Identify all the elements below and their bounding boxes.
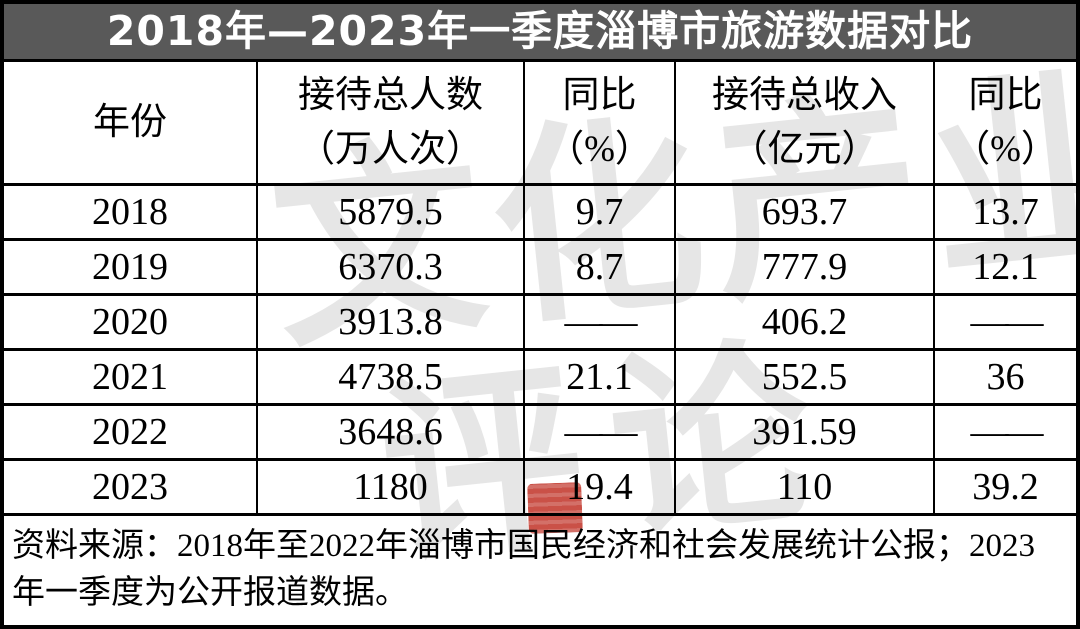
cell-revenue-yoy: 39.2 [933,458,1076,516]
header-visitors-line2: （万人次） [298,128,483,170]
header-revenue-yoy: 同比 （%） [933,62,1076,186]
cell-revenue-yoy: —— [933,293,1076,351]
cell-visitors: 3913.8 [256,293,525,351]
header-revenue-yoy-line1: 同比 [968,74,1043,116]
header-revenue-line1: 接待总收入 [712,74,897,116]
table-row-2023: 2023 1180 19.4 110 39.2 [4,458,1076,516]
cell-revenue: 777.9 [674,238,935,296]
header-visitors: 接待总人数 （万人次） [256,62,525,186]
table-row-2021: 2021 4738.5 21.1 552.5 36 [4,348,1076,406]
table-row-2022: 2022 3648.6 —— 391.59 —— [4,403,1076,461]
cell-year: 2020 [4,293,258,351]
cell-visitors: 3648.6 [256,403,525,461]
cell-visitors: 4738.5 [256,348,525,406]
header-revenue: 接待总收入 （亿元） [674,62,935,186]
cell-revenue-yoy: 36 [933,348,1076,406]
cell-revenue: 406.2 [674,293,935,351]
cell-year: 2022 [4,403,258,461]
header-visitors-line1: 接待总人数 [298,74,483,116]
cell-revenue: 391.59 [674,403,935,461]
table-row-2019: 2019 6370.3 8.7 777.9 12.1 [4,238,1076,296]
header-revenue-line2: （亿元） [730,128,879,170]
cell-revenue-yoy: —— [933,403,1076,461]
cell-year: 2021 [4,348,258,406]
cell-visitors: 1180 [256,458,525,516]
cell-visitors-yoy: 8.7 [523,238,676,296]
header-row: 年份 接待总人数 （万人次） 同比 （%） 接待总收入 （亿元） 同比 [4,62,1076,186]
table-content: 2018年—2023年一季度淄博市旅游数据对比 年份 接待总人数 （万人次） 同 [4,4,1076,625]
table-title: 2018年—2023年一季度淄博市旅游数据对比 [4,4,1076,62]
table-row-2018: 2018 5879.5 9.7 693.7 13.7 [4,183,1076,241]
cell-visitors-yoy: —— [523,403,676,461]
header-visitors-yoy: 同比 （%） [523,62,676,186]
cell-revenue-yoy: 13.7 [933,183,1076,241]
cell-visitors-yoy: 9.7 [523,183,676,241]
header-revenue-yoy-line2: （%） [953,128,1058,170]
cell-revenue: 552.5 [674,348,935,406]
source-note: 资料来源：2018年至2022年淄博市国民经济和社会发展统计公报；2023年一季… [12,528,1035,611]
cell-visitors: 6370.3 [256,238,525,296]
cell-revenue: 110 [674,458,935,516]
header-visitors-yoy-line2: （%） [547,128,652,170]
cell-visitors: 5879.5 [256,183,525,241]
cell-year: 2023 [4,458,258,516]
cell-year: 2019 [4,238,258,296]
cell-revenue-yoy: 12.1 [933,238,1076,296]
header-year: 年份 [4,62,258,186]
table-row-2020: 2020 3913.8 —— 406.2 —— [4,293,1076,351]
cell-revenue: 693.7 [674,183,935,241]
cell-visitors-yoy: 19.4 [523,458,676,516]
header-visitors-yoy-line1: 同比 [562,74,637,116]
cell-visitors-yoy: —— [523,293,676,351]
tourism-data-table: 年份 接待总人数 （万人次） 同比 （%） 接待总收入 （亿元） 同比 [4,62,1076,516]
cell-year: 2018 [4,183,258,241]
cell-visitors-yoy: 21.1 [523,348,676,406]
